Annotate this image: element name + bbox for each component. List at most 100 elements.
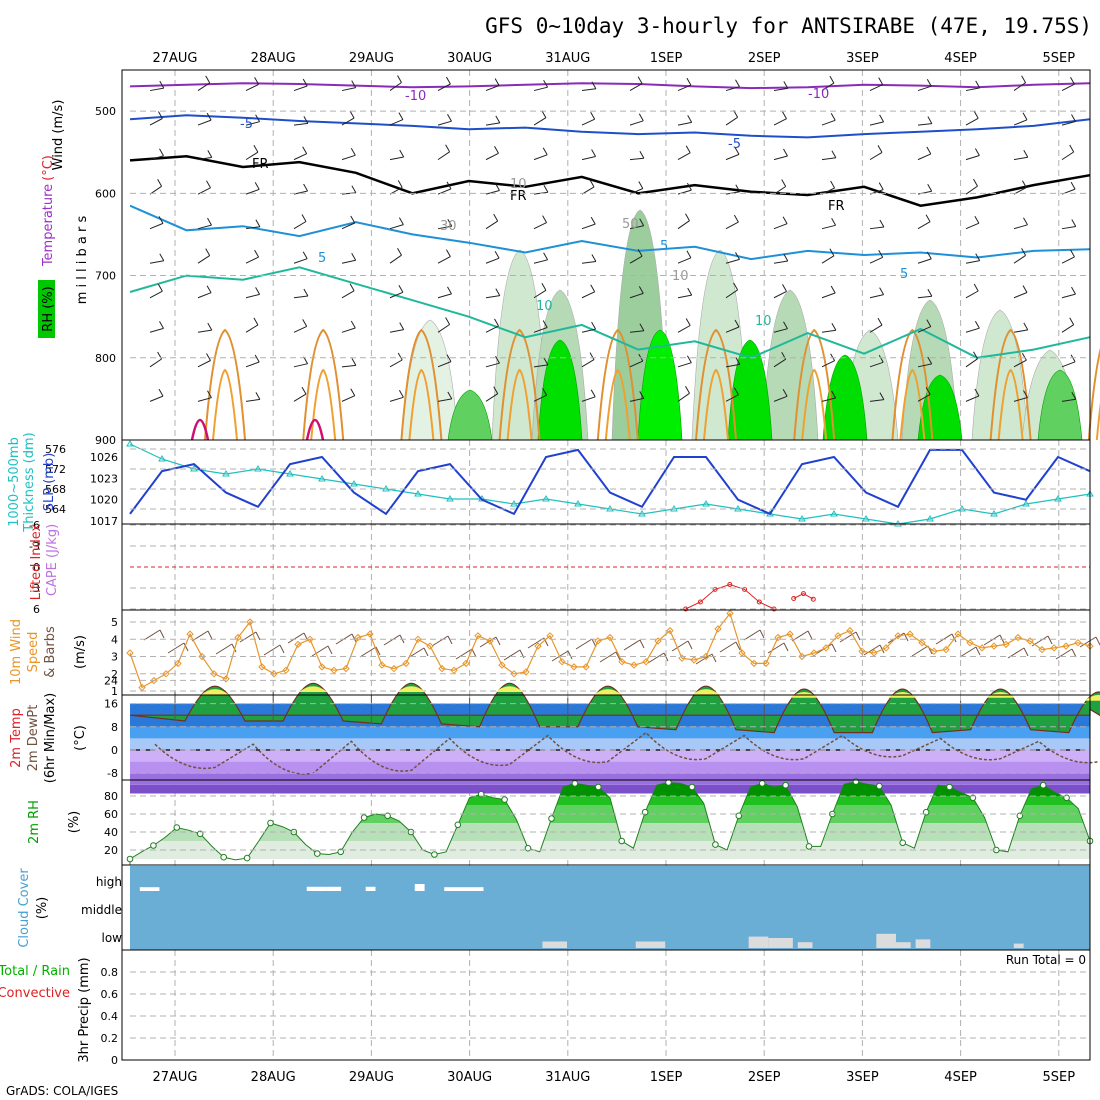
label-minus10-a: -10 (405, 89, 426, 104)
wind-tick-2: 2 (111, 668, 118, 681)
wind-barb (197, 329, 212, 333)
wind-barb (821, 397, 836, 402)
wind-barb-flag (879, 392, 885, 400)
wind-barb-flag (1070, 76, 1075, 85)
wind10m-point (642, 657, 650, 666)
wind-barb (773, 155, 788, 161)
wind10m-point (1074, 638, 1082, 647)
pressure-tick-700: 700 (95, 270, 116, 283)
wind10m-point (438, 664, 446, 673)
thick-tick-564: 564 (45, 503, 66, 516)
wind-barb (389, 119, 404, 126)
bottom-date-1SEP: 1SEP (650, 1070, 683, 1085)
temp-band (130, 750, 1090, 762)
rh-point (243, 854, 251, 862)
wind-barb-flag (1071, 391, 1077, 400)
wind-barb-flag (637, 76, 643, 84)
wind-barb-flag (831, 390, 837, 399)
wind-barb (341, 117, 355, 126)
isotherms (129, 82, 1091, 359)
wind-barb-flag (925, 387, 931, 395)
wind-barb (965, 260, 980, 264)
isotherm-15 (204, 328, 246, 441)
wind-barb (1061, 361, 1076, 368)
thickness-point (702, 500, 710, 507)
wind-barb-flag (1022, 285, 1028, 293)
wind-barb-flag (639, 150, 645, 159)
wind10m-point (534, 642, 542, 650)
wind-barb (437, 120, 452, 126)
wind10m-barb-flag (639, 639, 645, 649)
wind10m-barb (863, 644, 881, 656)
rh-fill (761, 289, 819, 441)
wind-barb-flag (975, 253, 981, 261)
wind-barb (1061, 293, 1076, 299)
cloud-low-block (797, 942, 813, 948)
wind-barb (533, 86, 548, 92)
wind-barb-flag (399, 149, 405, 158)
precip-total-label: Total / Rain (0, 964, 70, 979)
wind-barb-flag (926, 319, 932, 327)
isotherm-15 (989, 328, 1032, 441)
temp-peak (397, 686, 426, 692)
wind10m-point (186, 630, 194, 638)
wind10m-barb-flag (807, 630, 813, 640)
wind-barb-flag (782, 284, 787, 292)
precip-label: 3hr Precip (mm) (77, 957, 92, 1062)
wind-barb-flag (685, 318, 691, 326)
wind-barb (1013, 329, 1028, 333)
dewpt-label: 2m DewPt (26, 705, 41, 772)
wind-barb (197, 360, 211, 368)
cloud-low-block (768, 938, 793, 948)
rh-point (1039, 781, 1047, 789)
label-rh50: 50 (622, 217, 639, 232)
wind-barb (917, 221, 931, 230)
rh-tick-20: 20 (104, 844, 118, 857)
wind-barb (773, 118, 787, 126)
cloud-high-block (139, 887, 160, 891)
label-fr-b: FR (510, 189, 527, 204)
wind-barb-flag (638, 113, 644, 122)
wind-barb-flag (879, 114, 885, 123)
wind-barb-flag (926, 78, 932, 87)
wind-barb (917, 123, 932, 126)
temp-band (130, 761, 1090, 774)
wind10m-point (930, 647, 938, 656)
rh-point (618, 837, 626, 845)
li-line (793, 593, 814, 600)
wind10m-point (954, 630, 962, 638)
wind-barb (245, 324, 259, 333)
wind-barb (917, 393, 931, 402)
wind-barb-flag (590, 389, 596, 398)
bottom-date-3SEP: 3SEP (846, 1070, 879, 1085)
rh-point (595, 783, 602, 791)
wind10m-point (366, 630, 374, 638)
temp-band (130, 726, 1090, 739)
wind-barb-flag (687, 287, 693, 296)
wind10m-barb-flag (183, 642, 189, 652)
wind-barb (293, 190, 308, 195)
wind-barb (965, 117, 979, 126)
slp-tick-1026: 1026 (90, 451, 118, 464)
wind-barb-flag (303, 116, 309, 124)
wind-barb-flag (302, 146, 308, 154)
wind10m-point (678, 654, 686, 662)
label-rh10-a: 10 (510, 177, 527, 192)
wind10m-point (1026, 637, 1034, 645)
wind-barb (533, 117, 547, 126)
wind-barb-flag (973, 283, 979, 292)
wind-barb-flag (831, 218, 837, 226)
wind10m-point (846, 626, 854, 635)
wind-barb-flag (542, 320, 548, 328)
wind-barb (773, 260, 788, 264)
temp-peak (495, 686, 524, 692)
wind10m-point (306, 635, 314, 644)
wind-barb (725, 221, 739, 230)
pressure-tick-800: 800 (95, 352, 116, 365)
wind-barb-flag (927, 356, 933, 365)
wind10m-barb-flag (711, 653, 717, 663)
wind-barb (917, 295, 932, 299)
wind-label: Wind (m/s) (51, 100, 66, 171)
wind-barb (341, 154, 356, 161)
wind-barb-flag (302, 251, 308, 259)
